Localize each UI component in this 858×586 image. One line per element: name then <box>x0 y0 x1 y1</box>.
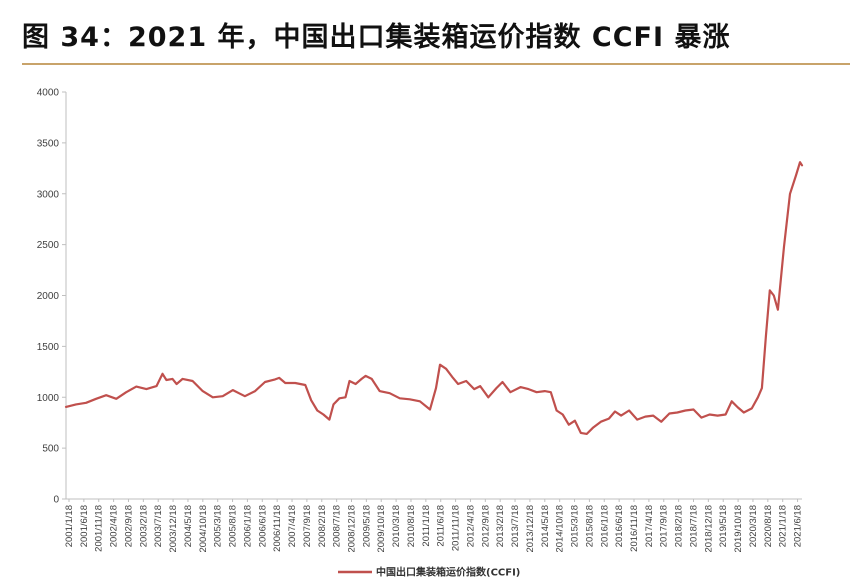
x-tick-label: 2014/5/18 <box>540 505 551 547</box>
x-tick-label: 2003/12/18 <box>168 505 179 553</box>
x-tick-label: 2020/8/18 <box>763 505 774 547</box>
x-tick-label: 2009/5/18 <box>361 505 372 547</box>
y-tick-label: 2000 <box>37 291 60 302</box>
x-tick-label: 2019/10/18 <box>733 505 744 553</box>
y-tick-label: 1000 <box>37 393 60 404</box>
x-tick-label: 2004/10/18 <box>198 505 209 553</box>
chart-legend: 中国出口集装箱运价指数(CCFI) <box>338 566 520 579</box>
x-tick-label: 2018/12/18 <box>703 505 714 553</box>
x-tick-label: 2014/10/18 <box>555 505 566 553</box>
y-tick-label: 500 <box>42 444 59 455</box>
title-divider <box>22 63 850 65</box>
x-tick-label: 2016/1/18 <box>599 505 610 547</box>
x-tick-label: 2021/6/18 <box>793 505 804 547</box>
x-tick-label: 2008/7/18 <box>332 505 343 547</box>
x-tick-label: 2008/2/18 <box>317 505 328 547</box>
x-tick-label: 2004/5/18 <box>183 505 194 547</box>
x-tick-label: 2015/8/18 <box>584 505 595 547</box>
series-lines <box>64 161 804 435</box>
x-tick-label: 2019/5/18 <box>718 505 729 547</box>
x-tick-label: 2002/9/18 <box>123 505 134 547</box>
x-axis-ticks: 2001/1/18 2001/6/18 2001/11/18 2002/4/18 200… <box>64 499 804 553</box>
y-tick-label: 1500 <box>37 342 60 353</box>
y-tick-label: 2500 <box>37 240 60 251</box>
x-tick-label: 2007/9/18 <box>302 505 313 547</box>
x-tick-label: 2011/1/18 <box>421 505 432 547</box>
x-tick-label: 2013/2/18 <box>495 505 506 547</box>
y-tick-label: 4000 <box>37 88 60 99</box>
x-tick-label: 2005/3/18 <box>213 505 224 547</box>
chart-axes <box>65 92 802 500</box>
x-tick-label: 2016/11/18 <box>629 505 640 552</box>
y-axis-ticks: 0 500 1000 1500 2000 2500 3000 3500 4000 <box>37 88 66 506</box>
x-tick-label: 2009/10/18 <box>376 505 387 553</box>
x-tick-label: 2006/1/18 <box>242 505 253 547</box>
x-tick-label: 2006/11/18 <box>272 505 283 552</box>
x-tick-label: 2002/4/18 <box>109 505 120 547</box>
page-title: 图 34：2021 年，中国出口集装箱运价指数 CCFI 暴涨 <box>22 22 731 53</box>
x-tick-label: 2003/7/18 <box>153 505 164 547</box>
x-tick-label: 2021/1/18 <box>778 505 789 547</box>
x-tick-label: 2011/6/18 <box>436 505 447 547</box>
x-tick-label: 2016/6/18 <box>614 505 625 547</box>
x-tick-label: 2017/9/18 <box>659 505 670 547</box>
y-tick-label: 0 <box>53 495 59 506</box>
x-tick-label: 2003/2/18 <box>138 505 149 547</box>
x-tick-label: 2012/9/18 <box>480 505 491 547</box>
y-tick-label: 3000 <box>37 189 60 200</box>
x-tick-label: 2013/7/18 <box>510 505 521 547</box>
y-tick-label: 3500 <box>37 138 60 149</box>
x-tick-label: 2008/12/18 <box>347 505 358 553</box>
x-tick-label: 2017/4/18 <box>644 505 655 547</box>
x-tick-label: 2001/1/18 <box>64 505 75 547</box>
x-tick-label: 2007/4/18 <box>287 505 298 547</box>
x-tick-label: 2018/7/18 <box>688 505 699 547</box>
x-tick-label: 2010/3/18 <box>391 505 402 547</box>
x-tick-label: 2010/8/18 <box>406 505 417 547</box>
x-tick-label: 2011/11/18 <box>451 505 462 551</box>
x-tick-label: 2006/6/18 <box>257 505 268 547</box>
legend-label: 中国出口集装箱运价指数(CCFI) <box>376 566 520 579</box>
x-tick-label: 2005/8/18 <box>228 505 239 547</box>
x-tick-label: 2020/3/18 <box>748 505 759 547</box>
x-tick-label: 2015/3/18 <box>570 505 581 547</box>
x-tick-label: 2013/12/18 <box>525 505 536 553</box>
x-tick-label: 2018/2/18 <box>674 505 685 547</box>
x-tick-label: 2012/4/18 <box>465 505 476 547</box>
x-tick-label: 2001/6/18 <box>79 505 90 547</box>
x-tick-label: 2001/11/18 <box>94 505 105 552</box>
series-line-ccfi <box>64 161 804 435</box>
